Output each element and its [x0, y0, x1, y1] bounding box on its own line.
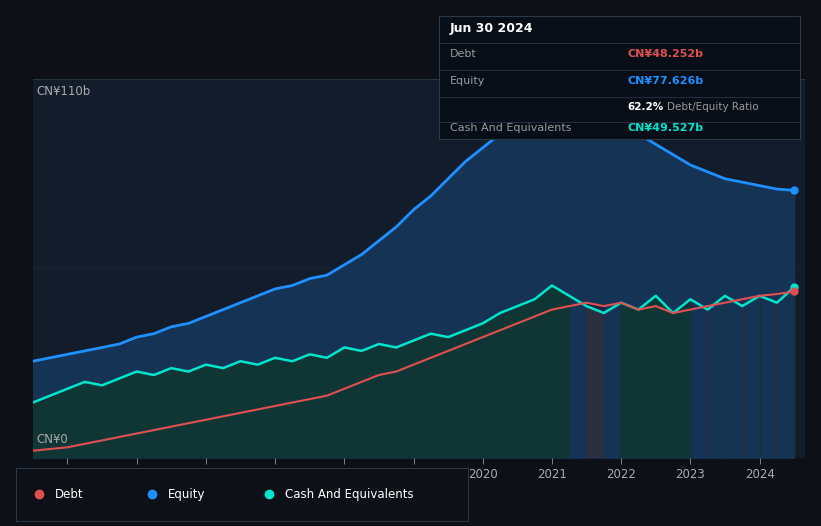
Text: CN¥77.626b: CN¥77.626b	[627, 76, 704, 86]
Text: 62.2%: 62.2%	[627, 102, 663, 112]
Text: Jun 30 2024: Jun 30 2024	[450, 22, 534, 35]
Text: CN¥0: CN¥0	[37, 433, 68, 446]
Text: CN¥49.527b: CN¥49.527b	[627, 123, 704, 133]
Text: CN¥48.252b: CN¥48.252b	[627, 48, 703, 58]
Text: Cash And Equivalents: Cash And Equivalents	[450, 123, 571, 133]
Text: Debt/Equity Ratio: Debt/Equity Ratio	[667, 102, 759, 112]
Text: CN¥110b: CN¥110b	[37, 85, 91, 98]
Text: Debt: Debt	[450, 48, 477, 58]
Text: Cash And Equivalents: Cash And Equivalents	[285, 488, 414, 501]
Text: Debt: Debt	[55, 488, 84, 501]
Text: Equity: Equity	[167, 488, 205, 501]
Text: Equity: Equity	[450, 76, 485, 86]
